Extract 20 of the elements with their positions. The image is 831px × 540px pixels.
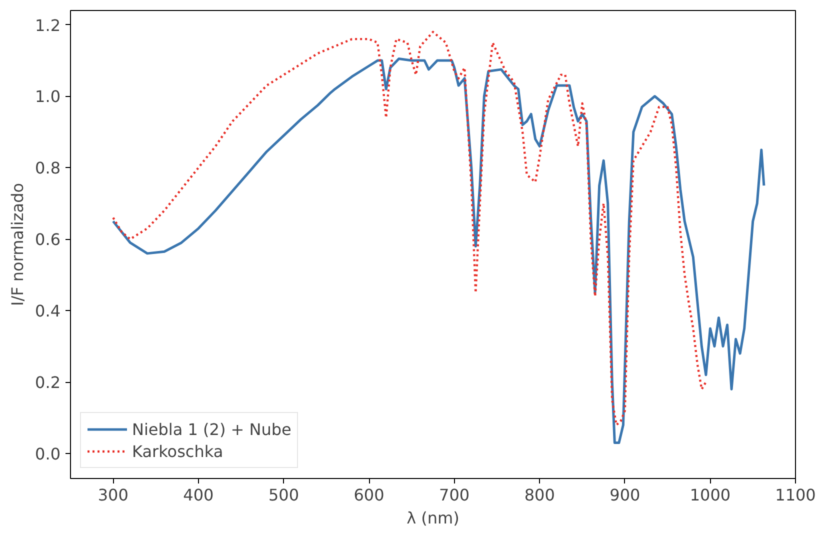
legend-label: Niebla 1 (2) + Nube: [132, 420, 292, 438]
y-tick-label: 0.4: [35, 302, 61, 321]
y-tick-label: 1.2: [35, 16, 61, 35]
y-tick-label: 0.6: [35, 230, 61, 250]
x-tick-label: 500: [268, 486, 300, 504]
x-tick-label: 300: [98, 486, 128, 504]
x-tick-label: 700: [439, 486, 470, 504]
x-tick-label: 1100: [775, 486, 816, 504]
legend-label: Karkoschka: [132, 442, 224, 460]
y-axis-title: I/F normalizado: [8, 182, 28, 306]
x-tick-label: 900: [610, 486, 640, 504]
y-tick-label: 0.2: [35, 373, 61, 392]
x-axis-title: λ (nm): [406, 508, 460, 528]
x-tick-label: 600: [354, 486, 384, 504]
x-tick-label: 1000: [690, 486, 731, 504]
x-tick-label: 800: [524, 486, 555, 504]
y-tick-label: 1.0: [35, 87, 61, 106]
y-tick-label: 0.0: [35, 444, 61, 464]
x-tick-label: 400: [183, 486, 214, 504]
y-tick-label: 0.8: [35, 158, 61, 178]
